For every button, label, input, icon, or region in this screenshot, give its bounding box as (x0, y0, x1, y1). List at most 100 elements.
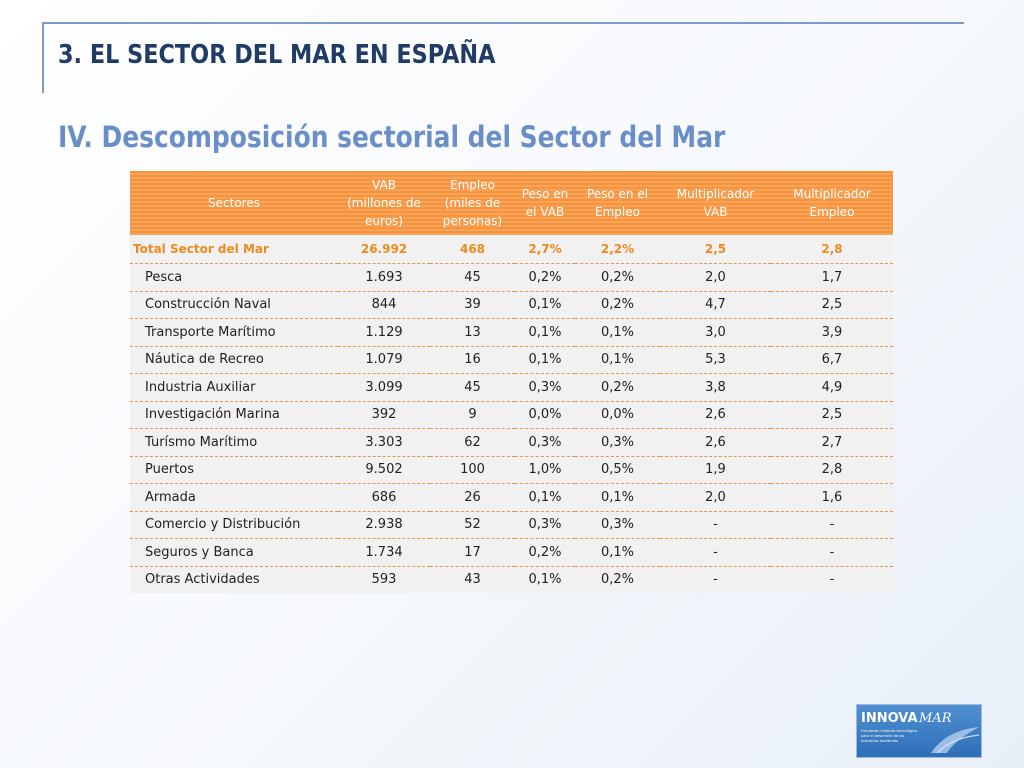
row-label: Comercio y Distribución (130, 511, 338, 539)
row-label: Otras Actividades (130, 566, 338, 593)
cell-vab: 1.693 (338, 263, 430, 292)
cell-empleo: 9 (430, 401, 515, 429)
header-multiplicador-empleo: Multiplicador Empleo (771, 171, 893, 235)
cell-multiplicador-vab: 3,8 (660, 373, 771, 402)
cell-multiplicador-vab: 2,5 (660, 235, 771, 264)
slide-title: 3. EL SECTOR DEL MAR EN ESPAÑA (58, 40, 496, 70)
cell-vab: 3.099 (338, 373, 430, 402)
cell-empleo: 45 (430, 373, 515, 402)
header-line: Peso en el (586, 187, 649, 201)
cell-multiplicador-vab: 5,3 (660, 346, 771, 374)
logo-tagline-2: para el desarrollo de las (861, 734, 904, 738)
cell-peso-vab: 0,1% (515, 318, 575, 347)
cell-peso-empleo: 0,0% (575, 401, 660, 429)
cell-vab: 2.938 (338, 511, 430, 539)
logo-brand-innova: INNOVA (861, 711, 918, 726)
cell-peso-empleo: 2,2% (575, 235, 660, 264)
cell-empleo: 13 (430, 318, 515, 347)
row-label: Investigación Marina (130, 401, 338, 429)
cell-peso-vab: 0,3% (515, 373, 575, 402)
cell-peso-empleo: 0,2% (575, 291, 660, 319)
title-side-rule (42, 22, 44, 93)
cell-peso-vab: 1,0% (515, 456, 575, 484)
cell-multiplicador-empleo: 2,7 (771, 428, 893, 457)
cell-multiplicador-empleo: 2,5 (771, 401, 893, 429)
cell-empleo: 16 (430, 346, 515, 374)
cell-multiplicador-vab: 4,7 (660, 291, 771, 319)
table-body: Total Sector del Mar 26.992 468 2,7% 2,2% 2,5… (130, 235, 893, 593)
cell-peso-vab: 0,1% (515, 483, 575, 512)
header-line: (millones de (347, 196, 421, 210)
row-label: Total Sector del Mar (130, 235, 338, 264)
table-row: Armada 686 26 0,1% 0,1% 2,0 1,6 (130, 483, 893, 512)
row-label: Náutica de Recreo (130, 346, 338, 374)
cell-vab: 1.079 (338, 346, 430, 374)
cell-multiplicador-vab: 2,0 (660, 483, 771, 512)
cell-peso-vab: 0,2% (515, 263, 575, 292)
cell-empleo: 43 (430, 566, 515, 593)
logo-brand-mar: MAR (918, 711, 952, 726)
table-row: Puertos 9.502 100 1,0% 0,5% 1,9 2,8 (130, 456, 893, 484)
cell-peso-empleo: 0,2% (575, 373, 660, 402)
cell-peso-empleo: 0,2% (575, 263, 660, 292)
cell-peso-empleo: 0,1% (575, 318, 660, 347)
table-row: Industria Auxiliar 3.099 45 0,3% 0,2% 3,8 4,9 (130, 373, 893, 402)
cell-peso-vab: 0,3% (515, 511, 575, 539)
row-label: Seguros y Banca (130, 538, 338, 567)
cell-empleo: 100 (430, 456, 515, 484)
cell-peso-vab: 0,1% (515, 566, 575, 593)
cell-multiplicador-empleo: 4,9 (771, 373, 893, 402)
header-line: VAB (703, 205, 728, 219)
cell-peso-vab: 2,7% (515, 235, 575, 264)
cell-vab: 26.992 (338, 235, 430, 264)
cell-peso-vab: 0,0% (515, 401, 575, 429)
header-line: Empleo (450, 178, 495, 192)
cell-vab: 686 (338, 483, 430, 512)
cell-empleo: 39 (430, 291, 515, 319)
cell-multiplicador-empleo: 2,8 (771, 456, 893, 484)
cell-multiplicador-vab: 1,9 (660, 456, 771, 484)
header-line: euros) (365, 214, 403, 228)
header-multiplicador-vab: Multiplicador VAB (660, 171, 771, 235)
table-row: Comercio y Distribución 2.938 52 0,3% 0,3% - - (130, 511, 893, 539)
slide-subtitle: IV. Descomposición sectorial del Sector … (58, 120, 726, 154)
cell-vab: 392 (338, 401, 430, 429)
cell-peso-vab: 0,3% (515, 428, 575, 457)
cell-vab: 1.129 (338, 318, 430, 347)
cell-multiplicador-empleo: 2,8 (771, 235, 893, 264)
row-label: Construcción Naval (130, 291, 338, 319)
row-label: Turísmo Marítimo (130, 428, 338, 457)
cell-vab: 9.502 (338, 456, 430, 484)
cell-vab: 3.303 (338, 428, 430, 457)
logo-tagline-3: industrias marítimas (861, 739, 898, 743)
total-row: Total Sector del Mar 26.992 468 2,7% 2,2% 2,5… (130, 235, 893, 264)
sector-table: Sectores VAB (millones de euros) Empleo (mile… (130, 171, 893, 593)
title-top-rule (42, 22, 964, 24)
table-row: Investigación Marina 392 9 0,0% 0,0% 2,6 2,5 (130, 401, 893, 429)
cell-peso-vab: 0,2% (515, 538, 575, 567)
header-line: personas) (442, 214, 503, 228)
header-line: Empleo (595, 205, 640, 219)
cell-peso-vab: 0,1% (515, 291, 575, 319)
cell-multiplicador-vab: 2,6 (660, 428, 771, 457)
cell-multiplicador-empleo: 1,6 (771, 483, 893, 512)
cell-empleo: 62 (430, 428, 515, 457)
cell-empleo: 45 (430, 263, 515, 292)
header-line: Sectores (208, 196, 260, 210)
cell-multiplicador-empleo: - (771, 566, 893, 593)
table-header-row: Sectores VAB (millones de euros) Empleo (mile… (130, 171, 893, 235)
table-row: Náutica de Recreo 1.079 16 0,1% 0,1% 5,3 6,7 (130, 346, 893, 374)
row-label: Armada (130, 483, 338, 512)
cell-empleo: 26 (430, 483, 515, 512)
innovamar-logo-graphic: INNOVA MAR Fundación Instituto tecnológi… (861, 711, 980, 754)
cell-multiplicador-empleo: - (771, 511, 893, 539)
table-row: Seguros y Banca 1.734 17 0,2% 0,1% - - (130, 538, 893, 567)
cell-peso-empleo: 0,3% (575, 511, 660, 539)
cell-vab: 593 (338, 566, 430, 593)
header-line: VAB (372, 178, 396, 192)
header-line: (miles de (444, 196, 501, 210)
cell-multiplicador-empleo: 1,7 (771, 263, 893, 292)
cell-multiplicador-vab: - (660, 538, 771, 567)
header-sectores: Sectores (130, 171, 338, 235)
row-label: Pesca (130, 263, 338, 292)
